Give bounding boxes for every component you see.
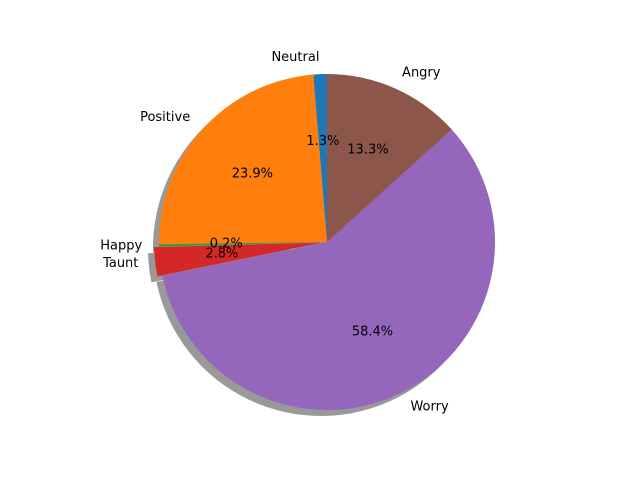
- slice-label-happy: Happy: [100, 238, 142, 253]
- slice-percent-neutral: 1.3%: [306, 134, 339, 149]
- pie-slice-taunt: [154, 242, 322, 277]
- pie-slice-happy: [159, 242, 327, 247]
- pie-slice-angry: [327, 74, 452, 242]
- pie-slice-layer: [154, 74, 495, 410]
- pie-slice-neutral: [313, 74, 327, 242]
- slice-percent-positive: 23.9%: [232, 167, 273, 182]
- slice-percent-taunt: 2.8%: [205, 247, 238, 262]
- slice-percent-angry: 13.3%: [347, 142, 388, 157]
- slice-label-neutral: Neutral: [271, 50, 319, 65]
- slice-percent-worry: 58.4%: [352, 324, 393, 339]
- pie-slice-worry: [162, 129, 495, 410]
- slice-label-angry: Angry: [402, 66, 441, 81]
- pie-label-layer: Neutral 1.3% Positive 23.9% Happy 0.2% Taunt 2.…: [100, 50, 449, 415]
- slice-label-worry: Worry: [410, 399, 449, 414]
- pie-slice-positive: [159, 74, 327, 245]
- slice-label-positive: Positive: [140, 110, 190, 125]
- slice-percent-happy: 0.2%: [210, 237, 243, 252]
- slice-label-taunt: Taunt: [102, 256, 138, 271]
